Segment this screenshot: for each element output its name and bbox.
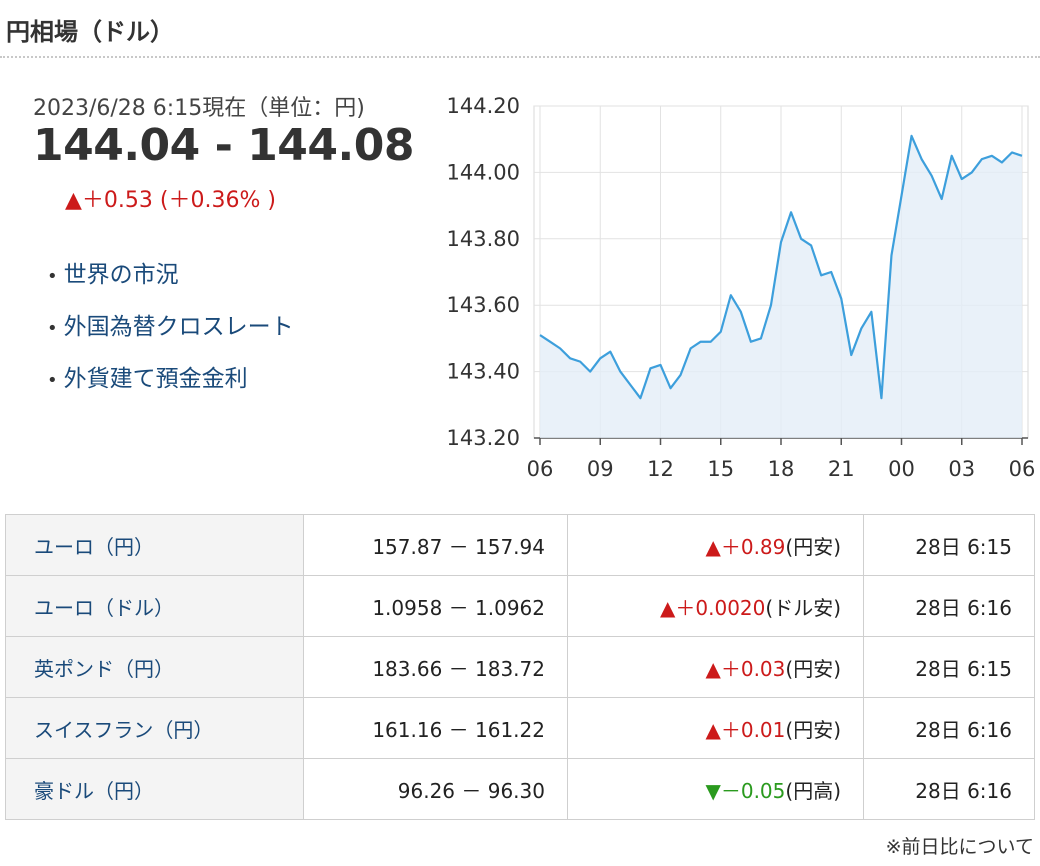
- table-row: スイスフラン（円） 161.16 － 161.22 ▲＋0.01(円安) 28日…: [5, 697, 1035, 759]
- bid-ask: 157.87 － 157.94: [303, 514, 568, 576]
- change-value: ▲＋0.89: [705, 534, 786, 559]
- update-time: 28日 6:15: [863, 514, 1035, 576]
- change-value: ▲＋0.03: [705, 656, 786, 681]
- table-row: 豪ドル（円） 96.26 － 96.30 ▼－0.05(円高) 28日 6:16: [5, 758, 1035, 820]
- change-cell: ▲＋0.03(円安): [567, 636, 864, 698]
- link-cross-rates[interactable]: 外国為替クロスレート: [63, 314, 294, 340]
- update-time: 28日 6:15: [863, 636, 1035, 698]
- change-cell: ▼－0.05(円高): [567, 758, 864, 820]
- x-tick-label: 09: [587, 457, 614, 481]
- related-links: • 世界の市況 • 外国為替クロスレート • 外貨建て預金金利: [47, 255, 294, 411]
- x-tick-label: 21: [828, 457, 855, 481]
- x-tick-label: 06: [527, 457, 554, 481]
- change-note: (円安): [785, 534, 841, 559]
- currency-name[interactable]: ユーロ（円）: [5, 514, 304, 576]
- x-tick-label: 15: [707, 457, 734, 481]
- bullet-icon: •: [47, 266, 58, 287]
- cross-rates-table: ユーロ（円） 157.87 － 157.94 ▲＋0.89(円安) 28日 6:…: [5, 514, 1035, 820]
- x-tick-label: 03: [948, 457, 975, 481]
- page-title: 円相場（ドル）: [6, 18, 174, 46]
- y-tick-label: 144.00: [447, 160, 520, 184]
- currency-name[interactable]: 豪ドル（円）: [5, 758, 304, 820]
- change-value: ▼－0.05: [705, 778, 786, 803]
- quote-timestamp: 2023/6/28 6:15現在（単位：円): [33, 96, 365, 121]
- update-time: 28日 6:16: [863, 758, 1035, 820]
- link-item-deposit-rates: • 外貨建て預金金利: [47, 359, 294, 411]
- quote-price: 144.04 - 144.08: [33, 120, 414, 171]
- change-note: (円高): [785, 778, 841, 803]
- y-tick-label: 143.20: [447, 426, 520, 450]
- bid-ask: 183.66 － 183.72: [303, 636, 568, 698]
- usd-jpy-chart: 144.20 144.00 143.80 143.60 143.40 143.20 06 09…: [447, 94, 1036, 481]
- y-tick-label: 144.20: [447, 94, 520, 118]
- update-time: 28日 6:16: [863, 575, 1035, 637]
- x-tick-label: 12: [647, 457, 674, 481]
- bid-ask: 1.0958 － 1.0962: [303, 575, 568, 637]
- currency-name[interactable]: スイスフラン（円）: [5, 697, 304, 759]
- series-area: [540, 135, 1022, 438]
- y-tick-label: 143.40: [447, 360, 520, 384]
- bullet-icon: •: [47, 370, 58, 391]
- bid-ask: 161.16 － 161.22: [303, 697, 568, 759]
- page-header: 円相場（ドル）: [0, 0, 1040, 58]
- x-tick-label: 06: [1009, 457, 1036, 481]
- x-tick-label: 18: [768, 457, 795, 481]
- bid-ask: 96.26 － 96.30: [303, 758, 568, 820]
- change-cell: ▲＋0.0020(ドル安): [567, 575, 864, 637]
- change-value: ▲＋0.0020: [660, 595, 766, 620]
- link-deposit-rates[interactable]: 外貨建て預金金利: [63, 366, 248, 392]
- link-world-markets[interactable]: 世界の市況: [63, 262, 179, 288]
- quote-change: ▲＋0.53 (＋0.36% ): [65, 188, 276, 213]
- change-note: (円安): [785, 656, 841, 681]
- change-cell: ▲＋0.89(円安): [567, 514, 864, 576]
- currency-name[interactable]: ユーロ（ドル）: [5, 575, 304, 637]
- y-tick-label: 143.80: [447, 227, 520, 251]
- bullet-icon: •: [47, 318, 58, 339]
- update-time: 28日 6:16: [863, 697, 1035, 759]
- x-tick-label: 00: [888, 457, 915, 481]
- table-row: 英ポンド（円） 183.66 － 183.72 ▲＋0.03(円安) 28日 6…: [5, 636, 1035, 698]
- change-cell: ▲＋0.01(円安): [567, 697, 864, 759]
- y-tick-label: 143.60: [447, 293, 520, 317]
- series-line: [539, 134, 1023, 400]
- link-item-cross-rates: • 外国為替クロスレート: [47, 307, 294, 359]
- change-value: ▲＋0.01: [705, 717, 786, 742]
- change-note: (円安): [785, 717, 841, 742]
- footnote-link[interactable]: ※前日比について: [885, 836, 1034, 858]
- table-row: ユーロ（ドル） 1.0958 － 1.0962 ▲＋0.0020(ドル安) 28…: [5, 575, 1035, 637]
- currency-name[interactable]: 英ポンド（円）: [5, 636, 304, 698]
- table-row: ユーロ（円） 157.87 － 157.94 ▲＋0.89(円安) 28日 6:…: [5, 514, 1035, 576]
- link-item-world-markets: • 世界の市況: [47, 255, 294, 307]
- change-note: (ドル安): [765, 595, 841, 620]
